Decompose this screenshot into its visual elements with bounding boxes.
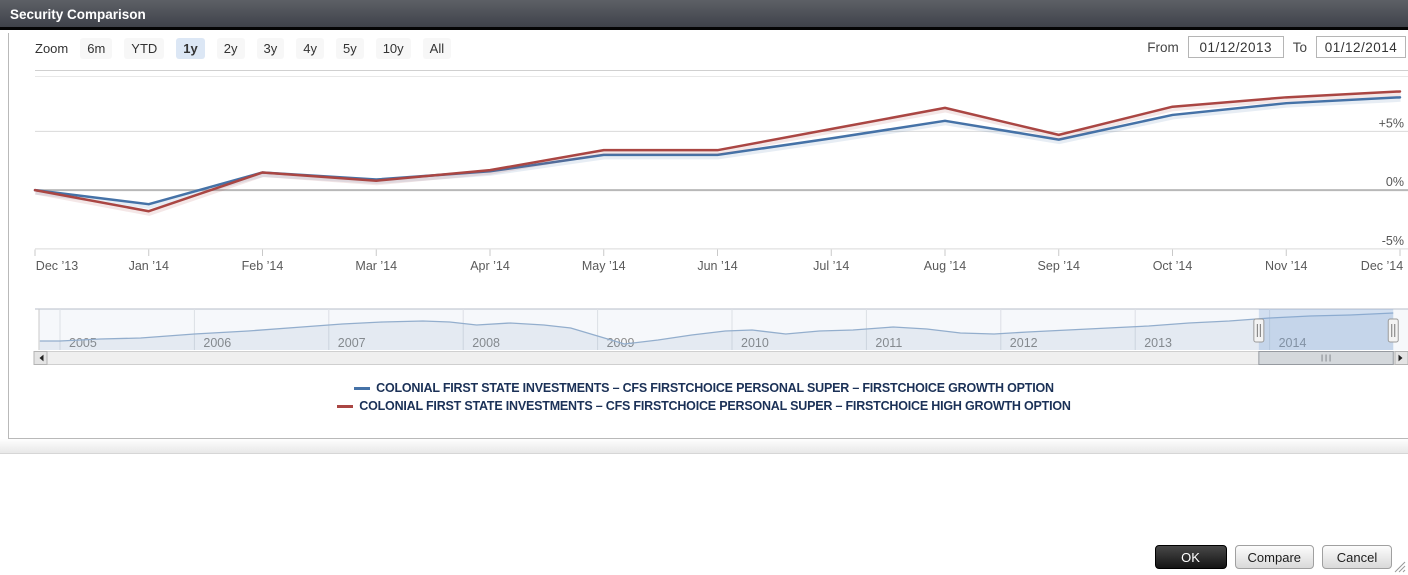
x-axis-label-6: Jun ’14	[697, 259, 737, 273]
page-title: Security Comparison	[10, 7, 146, 22]
zoom-button-ytd[interactable]: YTD	[124, 38, 165, 59]
ok-button[interactable]: OK	[1154, 545, 1227, 569]
x-axis-label-7: Jul ’14	[813, 259, 849, 273]
navigator-handle-right[interactable]	[1387, 318, 1399, 343]
zoom-button-2y[interactable]: 2y	[216, 38, 245, 59]
x-axis-label-3: Mar ’14	[355, 259, 397, 273]
x-axis-label-1: Jan ’14	[129, 259, 169, 273]
date-range-toolbar: From To	[1147, 36, 1406, 58]
y-axis-label-0%: 0%	[1386, 175, 1404, 189]
chart-panel	[8, 33, 1408, 439]
legend-item-0[interactable]: COLONIAL FIRST STATE INVESTMENTS – CFS F…	[354, 379, 1054, 397]
from-label: From	[1147, 39, 1179, 55]
navigator-year-label-2006: 2006	[203, 336, 231, 350]
series-shadow-0	[35, 96, 1401, 209]
cancel-button[interactable]: Cancel	[1322, 545, 1392, 569]
navigator-selected-range[interactable]	[1258, 309, 1394, 350]
legend-dash-icon	[337, 404, 354, 408]
zoom-toolbar: Zoom 6m YTD 1y 2y 3y 4y 5y 10y All	[35, 38, 452, 59]
x-axis-label-12: Dec ’14	[1361, 259, 1403, 273]
panel-bottom-strip	[0, 439, 1408, 454]
legend-label: COLONIAL FIRST STATE INVESTMENTS – CFS F…	[376, 381, 1054, 395]
scrollbar-right-arrow-icon	[1398, 354, 1403, 362]
zoom-button-10y[interactable]: 10y	[375, 38, 411, 59]
x-axis-label-2: Feb ’14	[242, 259, 284, 273]
zoom-label: Zoom	[35, 41, 69, 56]
scrollbar-track[interactable]	[33, 351, 1408, 365]
navigator-year-label-2011: 2011	[875, 336, 902, 350]
y-axis-label--5%: -5%	[1382, 234, 1404, 248]
legend-label: COLONIAL FIRST STATE INVESTMENTS – CFS F…	[359, 399, 1071, 413]
zoom-button-5y[interactable]: 5y	[335, 38, 364, 59]
scrollbar-left-arrow-icon	[39, 354, 44, 362]
zoom-button-1y[interactable]: 1y	[176, 38, 205, 59]
window-titlebar: Security Comparison	[0, 0, 1408, 30]
legend-dash-icon	[354, 386, 371, 390]
navigator-year-label-2012: 2012	[1010, 336, 1038, 350]
chart-legend: COLONIAL FIRST STATE INVESTMENTS – CFS F…	[0, 379, 1408, 415]
y-axis-label-+5%: +5%	[1379, 116, 1404, 130]
to-label: To	[1292, 39, 1307, 55]
navigator-year-label-2014: 2014	[1279, 336, 1307, 350]
series-shadow-1	[35, 90, 1401, 216]
x-axis-label-0: Dec ’13	[36, 259, 78, 273]
zoom-button-group: 6m YTD 1y 2y 3y 4y 5y 10y All	[80, 38, 452, 59]
zoom-button-6m[interactable]: 6m	[80, 38, 113, 59]
series-line-1[interactable]	[33, 90, 1402, 213]
toolbar-separator	[35, 70, 1408, 71]
navigator-year-label-2013: 2013	[1144, 336, 1172, 350]
navigator-year-label-2007: 2007	[338, 336, 366, 350]
x-axis-label-9: Sep ’14	[1038, 259, 1080, 273]
navigator-year-label-2008: 2008	[472, 336, 500, 350]
legend-item-1[interactable]: COLONIAL FIRST STATE INVESTMENTS – CFS F…	[337, 397, 1071, 415]
zoom-button-3y[interactable]: 3y	[256, 38, 285, 59]
navigator-year-label-2010: 2010	[741, 336, 769, 350]
to-date-input[interactable]	[1316, 36, 1406, 58]
x-axis-label-8: Aug ’14	[924, 259, 966, 273]
x-axis-label-10: Oct ’14	[1153, 259, 1193, 273]
x-axis-label-11: Nov ’14	[1265, 259, 1307, 273]
zoom-button-4y[interactable]: 4y	[296, 38, 324, 59]
from-date-input[interactable]	[1187, 36, 1284, 58]
dialog-footer-buttons: OK Compare Cancel	[1154, 545, 1392, 569]
navigator-series-line	[39, 312, 1394, 345]
x-axis-label-4: Apr ’14	[470, 259, 510, 273]
x-axis-label-5: May ’14	[582, 259, 626, 273]
compare-button[interactable]: Compare	[1234, 545, 1314, 569]
navigator-handle-left[interactable]	[1253, 318, 1265, 343]
zoom-button-all[interactable]: All	[422, 38, 452, 59]
resize-grip-icon[interactable]	[1392, 559, 1407, 574]
